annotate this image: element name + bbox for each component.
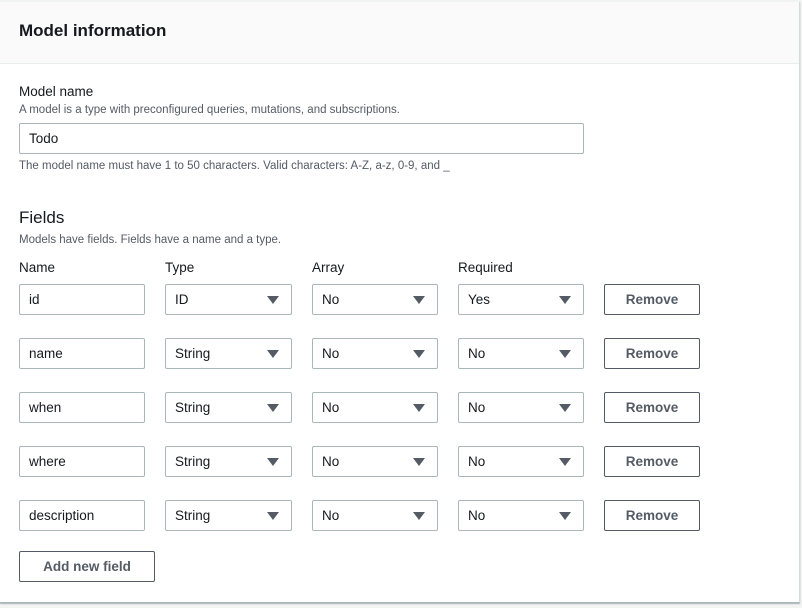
field-required-select[interactable]: Yes <box>458 284 584 315</box>
remove-field-button[interactable]: Remove <box>604 284 700 315</box>
model-name-label: Model name <box>19 84 94 99</box>
model-name-description: A model is a type with preconfigured que… <box>19 104 400 116</box>
field-name-input[interactable]: name <box>19 338 145 369</box>
field-required-select[interactable]: No <box>458 446 584 477</box>
field-name-input[interactable]: id <box>19 284 145 315</box>
column-required-header: Required <box>458 260 513 275</box>
field-required-select[interactable]: No <box>458 392 584 423</box>
column-array-header: Array <box>312 260 345 275</box>
field-name-input[interactable]: where <box>19 446 145 477</box>
field-type-select[interactable]: ID <box>165 284 292 315</box>
field-type-select[interactable]: String <box>165 338 292 369</box>
remove-field-button[interactable]: Remove <box>604 446 700 477</box>
column-type-header: Type <box>165 260 195 275</box>
panel-title: Model information <box>19 21 167 40</box>
model-name-input[interactable]: Todo <box>19 123 584 154</box>
field-required-select[interactable]: No <box>458 500 584 531</box>
fields-description: Models have fields. Fields have a name a… <box>19 234 282 246</box>
model-name-hint: The model name must have 1 to 50 charact… <box>19 160 450 172</box>
remove-field-button[interactable]: Remove <box>604 500 700 531</box>
field-type-select[interactable]: String <box>165 500 292 531</box>
remove-field-button[interactable]: Remove <box>604 392 700 423</box>
field-array-select[interactable]: No <box>312 338 438 369</box>
panel-header: Model information <box>0 2 799 64</box>
field-type-select[interactable]: String <box>165 392 292 423</box>
field-name-input[interactable]: description <box>19 500 145 531</box>
field-array-select[interactable]: No <box>312 392 438 423</box>
field-name-input[interactable]: when <box>19 392 145 423</box>
field-array-select[interactable]: No <box>312 284 438 315</box>
field-required-select[interactable]: No <box>458 338 584 369</box>
field-array-select[interactable]: No <box>312 446 438 477</box>
fields-title: Fields <box>19 208 65 227</box>
field-array-select[interactable]: No <box>312 500 438 531</box>
field-type-select[interactable]: String <box>165 446 292 477</box>
add-new-field-button[interactable]: Add new field <box>19 551 155 582</box>
column-name-header: Name <box>19 260 56 275</box>
remove-field-button[interactable]: Remove <box>604 338 700 369</box>
